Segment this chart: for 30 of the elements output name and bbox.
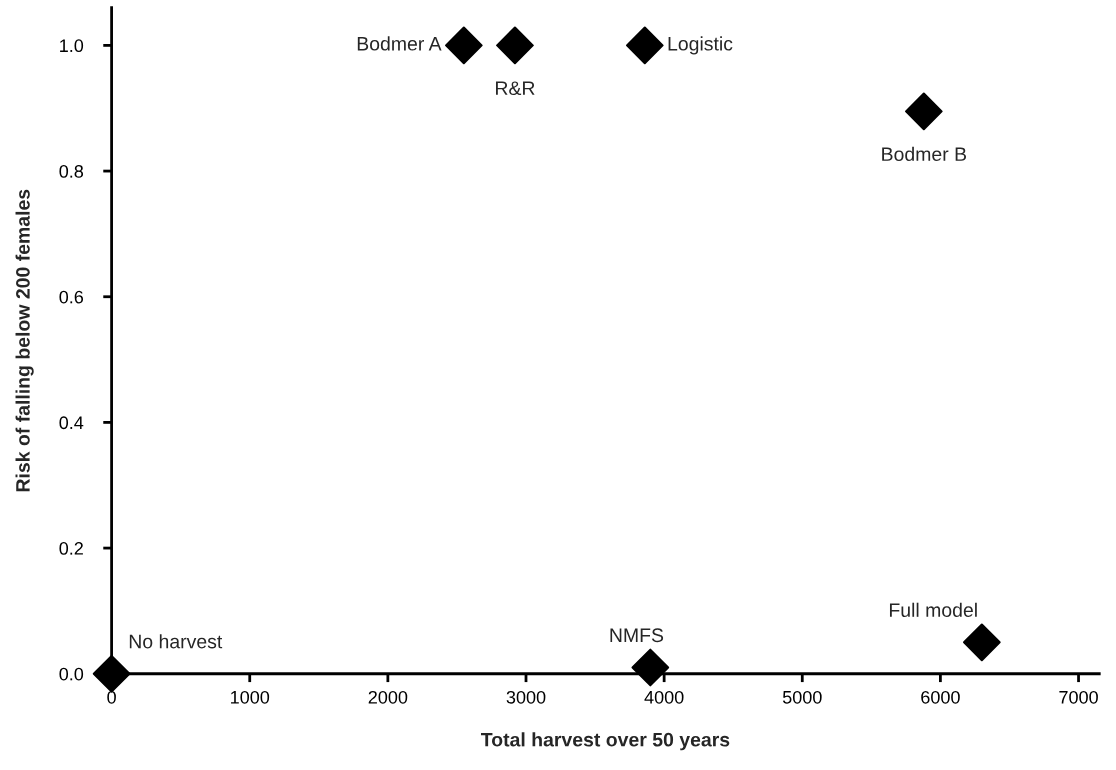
point (496, 26, 534, 65)
point (904, 92, 943, 131)
point (444, 26, 483, 65)
annotation: Bodmer A (357, 36, 442, 51)
point (963, 623, 1001, 662)
y-tick-label: 1.0 (60, 39, 84, 53)
point (92, 654, 131, 693)
annotation: No harvest (129, 634, 223, 649)
x-tick-label: 3000 (506, 690, 546, 704)
annotation: NMFS (610, 628, 664, 643)
point (625, 26, 664, 65)
x-tick-label: 2000 (368, 690, 408, 704)
annotation: R&R (496, 81, 535, 96)
annotation: Logistic (668, 36, 733, 55)
y-tick-label: 0.6 (59, 290, 84, 304)
annotation: Bodmer B (882, 146, 967, 162)
x-tick-label: 1000 (231, 690, 270, 704)
x-tick-label: 0 (107, 690, 116, 704)
y-tick-label: 0.2 (59, 542, 83, 555)
x-tick-label: 5000 (782, 690, 822, 704)
point (631, 648, 670, 687)
y-tick-label: 0.8 (59, 165, 84, 178)
x-tick-label: 7000 (1059, 690, 1098, 704)
y-tick-label: 0.0 (59, 667, 84, 681)
x-tick-label: 4000 (644, 690, 684, 704)
x-axis-title: Total harvest over 50 years (481, 732, 730, 751)
x-tick-label: 6000 (921, 690, 960, 704)
y-axis-title: Risk of falling below 200 females (15, 189, 34, 492)
y-tick-label: 0.4 (59, 416, 84, 430)
annotation: Full model (889, 602, 977, 617)
